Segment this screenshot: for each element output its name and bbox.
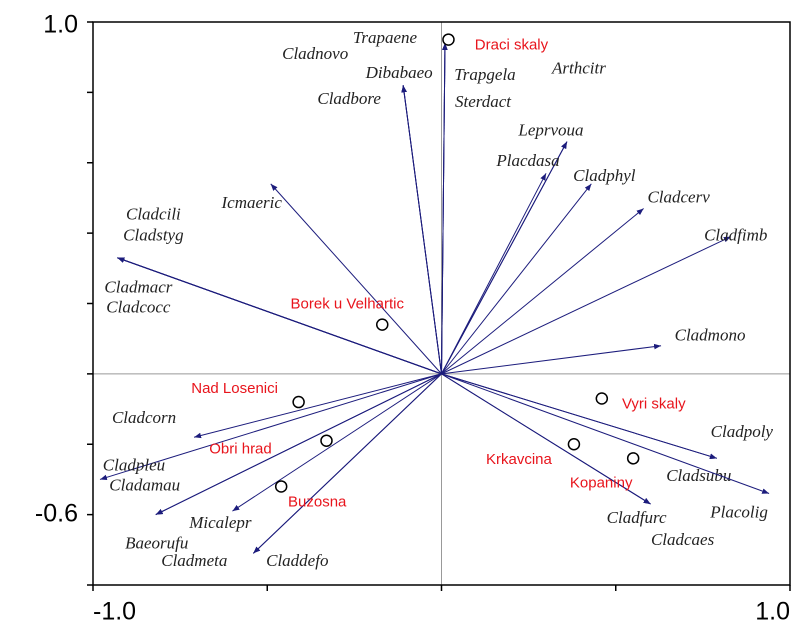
- species-arrow: [232, 373, 442, 512]
- site-point: [274, 480, 288, 493]
- species-label: Cladpleu: [103, 455, 165, 474]
- x-tick-label: -1.0: [93, 598, 136, 626]
- site-label: Buzosna: [288, 493, 347, 510]
- species-arrow: [117, 257, 442, 375]
- species-label: Leprvoua: [517, 121, 583, 140]
- y-tick-label: 1.0: [43, 11, 78, 39]
- species-label: Cladfimb: [704, 226, 767, 245]
- species-label: Cladpoly: [711, 422, 774, 441]
- species-label: Micalepr: [188, 513, 252, 532]
- species-label: Cladphyl: [573, 166, 636, 185]
- species-label: Sterdact: [455, 92, 512, 111]
- site-point: [442, 33, 455, 46]
- species-label: Cladamau: [109, 476, 180, 495]
- site-point: [567, 438, 581, 451]
- site-label: Borek u Velhartic: [291, 296, 405, 313]
- species-label: Arthcitr: [551, 59, 606, 78]
- species-arrow: [441, 373, 651, 505]
- species-label: Cladstyg: [123, 226, 183, 245]
- site-label: Nad Losenici: [191, 380, 278, 397]
- species-arrow: [99, 373, 442, 481]
- species-arrow: [441, 208, 644, 375]
- species-arrow: [441, 141, 568, 375]
- species-label: Cladnovo: [282, 44, 348, 63]
- species-arrow: [155, 373, 442, 516]
- site-point: [595, 392, 609, 405]
- species-label: Claddefo: [266, 551, 328, 570]
- species-label: Cladfurc: [607, 508, 667, 527]
- species-label: Cladmono: [675, 326, 746, 345]
- species-label: Icmaeric: [221, 193, 283, 212]
- species-arrow: [441, 236, 731, 375]
- species-arrow: [441, 343, 662, 375]
- species-arrow: [193, 373, 442, 439]
- site-label: Kopaniny: [570, 474, 633, 491]
- species-arrow: [401, 85, 442, 374]
- x-tick-label: 1.0: [755, 598, 790, 626]
- site-label: Draci skaly: [475, 37, 549, 54]
- species-label: Cladmeta: [161, 551, 227, 570]
- species-label: Cladcili: [126, 205, 181, 224]
- species-label: Dibabaeo: [365, 63, 433, 82]
- site-point: [320, 434, 333, 447]
- species-label: Baeorufu: [125, 534, 188, 553]
- species-label: Placdasa: [495, 151, 559, 170]
- species-arrow: [252, 373, 442, 554]
- species-label: Cladbore: [317, 89, 381, 108]
- species-arrow: [270, 183, 442, 375]
- site-point: [626, 452, 640, 465]
- site-label: Vyri skaly: [622, 395, 686, 412]
- species-label: Cladmacr: [104, 278, 172, 297]
- site-point: [376, 318, 389, 331]
- species-arrow: [441, 373, 770, 494]
- species-label: Placolig: [709, 502, 768, 521]
- species-label: Trapgela: [454, 65, 515, 84]
- site-point: [292, 395, 305, 409]
- site-label: Krkavcina: [486, 451, 553, 468]
- species-label: Cladcaes: [651, 530, 715, 549]
- species-label: Cladsubu: [666, 466, 731, 485]
- species-label: Cladcocc: [106, 298, 171, 317]
- site-label: Obri hrad: [209, 441, 272, 458]
- species-label: Cladcorn: [112, 408, 176, 427]
- species-arrow: [441, 183, 592, 375]
- species-label: Trapaene: [353, 28, 418, 47]
- y-tick-label: -0.6: [35, 500, 78, 528]
- species-arrow: [441, 43, 448, 374]
- species-arrow: [441, 373, 717, 459]
- species-arrow: [441, 173, 547, 375]
- species-label: Cladcerv: [647, 187, 710, 206]
